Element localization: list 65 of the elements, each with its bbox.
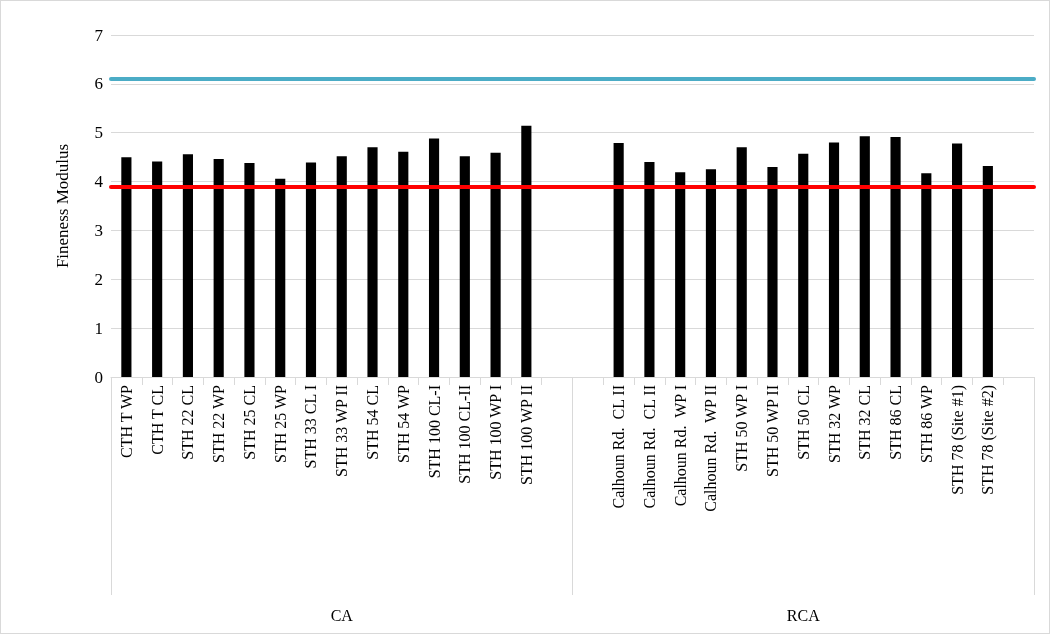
x-tick-label: STH 100 WP I: [487, 385, 505, 480]
y-axis-title: Fineness Modulus: [53, 143, 72, 269]
x-tick-label: STH 78 (Site #1): [948, 385, 967, 495]
bar: [613, 142, 624, 377]
x-tick-label: STH 33 WP II: [333, 385, 351, 477]
bar: [767, 166, 778, 377]
x-tick-label: STH 100 CL-I: [425, 385, 443, 479]
bar: [675, 172, 686, 377]
bar: [213, 159, 224, 377]
bar: [982, 165, 993, 377]
x-tick-label: STH 54 WP: [394, 384, 412, 463]
bar: [275, 178, 286, 377]
y-tick-label: 4: [94, 172, 104, 192]
bar: [121, 157, 132, 377]
x-tick-label: STH 33 CL I: [302, 385, 320, 469]
bar: [182, 154, 193, 377]
x-tick-label: STH 25 WP: [271, 384, 289, 463]
y-tick-label: 3: [94, 220, 103, 240]
bar: [736, 147, 747, 377]
x-tick-label: STH 78 (Site #2): [979, 385, 998, 495]
text: CA: [330, 606, 354, 624]
bar: [859, 136, 870, 377]
bar: [305, 162, 317, 377]
bar: [367, 147, 378, 377]
x-tick-label: STH 86 WP: [917, 384, 935, 463]
bar: [705, 169, 717, 377]
x-tick-label: CTH T WP: [117, 384, 135, 458]
x-tick-label: STH 25 CL: [240, 385, 258, 460]
bar: [459, 156, 470, 377]
x-tick-label: STH 100 CL-II: [456, 385, 474, 484]
bar: [828, 142, 840, 377]
x-tick-label: Calhoun Rd. WP I: [671, 385, 689, 507]
bar: [398, 151, 409, 377]
x-tick-label: STH 50 WP I: [733, 385, 751, 472]
x-tick-label: STH 100 WP II: [517, 385, 535, 485]
bar: [521, 125, 532, 377]
x-tick-label: STH 86 CL: [887, 385, 905, 460]
bar: [921, 173, 932, 377]
x-tick-label: STH 22 CL: [179, 385, 197, 460]
y-tick-label: 2: [94, 269, 103, 289]
x-tick-label: Calhoun Rd. WP II: [702, 385, 720, 512]
y-tick-label: 0: [94, 367, 103, 387]
y-tick-label: 7: [94, 25, 104, 45]
y-tick-label: 6: [94, 74, 103, 94]
bar: [644, 162, 655, 377]
x-tick-label: Calhoun Rd. CL II: [640, 385, 658, 509]
x-tick-label: STH 50 WP II: [763, 385, 781, 477]
bar: [890, 137, 901, 377]
x-tick-label: STH 54 CL: [364, 385, 382, 460]
bar: [152, 161, 163, 377]
text: RCA: [786, 606, 821, 624]
bar: [490, 152, 501, 377]
x-tick-label: STH 32 WP: [825, 384, 843, 463]
bar: [244, 163, 255, 377]
bar: [952, 143, 963, 377]
y-tick-label: 5: [94, 123, 103, 143]
y-tick-label: 1: [94, 318, 103, 338]
x-tick-label: STH 22 WP: [210, 384, 228, 463]
x-tick-label: CTH T CL: [148, 385, 166, 455]
bar: [428, 138, 440, 377]
x-tick-label: STH 32 CL: [856, 385, 874, 460]
x-tick-label: STH 50 CL: [794, 385, 812, 460]
bar: [336, 156, 347, 377]
bar: [798, 153, 809, 377]
x-tick-label: Calhoun Rd. CL II: [610, 385, 628, 509]
